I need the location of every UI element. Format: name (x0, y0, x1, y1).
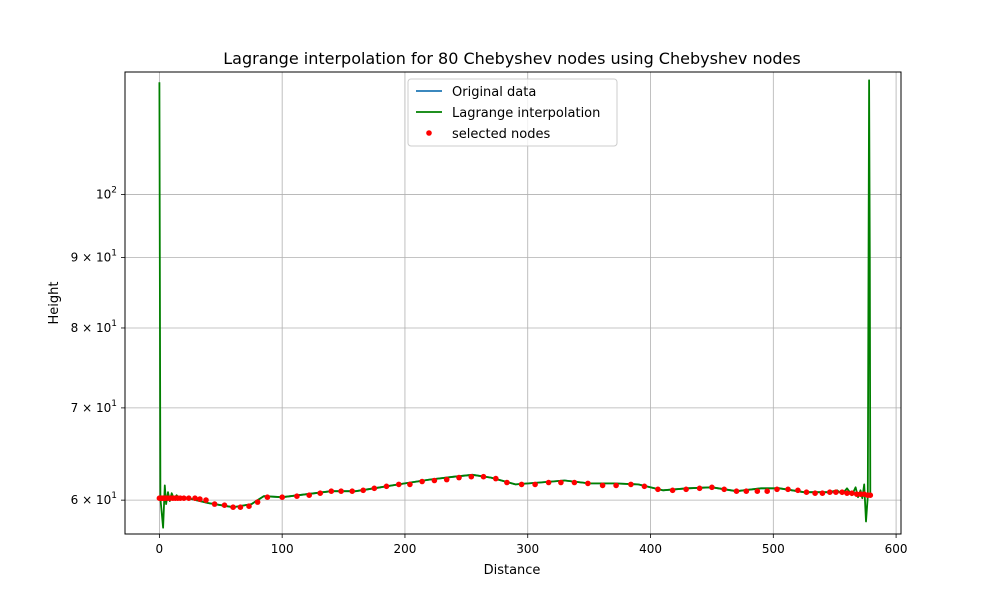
node-point (383, 483, 390, 490)
legend-label-interpolation: Lagrange interpolation (452, 106, 600, 121)
node-point (230, 504, 236, 511)
node-point (764, 488, 770, 495)
node-point (504, 479, 510, 486)
node-point (599, 482, 606, 489)
x-tick-label: 200 (393, 542, 416, 556)
node-point (785, 486, 791, 493)
node-point (518, 481, 525, 488)
node-point (221, 502, 228, 509)
node-point (211, 501, 218, 507)
node-point (571, 479, 578, 486)
legend-label-original: Original data (452, 85, 536, 100)
node-point (197, 496, 203, 502)
x-axis-ticks: 0 100 200 300 400 500 600 (156, 534, 908, 556)
node-point (186, 495, 192, 502)
node-point (819, 490, 826, 497)
node-point (306, 492, 313, 499)
node-point (419, 478, 425, 485)
y-tick-exponent: 1 (111, 248, 117, 258)
node-point (812, 490, 818, 497)
node-point (827, 489, 833, 496)
node-point (480, 473, 487, 480)
x-tick-label: 300 (516, 542, 539, 556)
node-point (795, 487, 801, 494)
node-point (181, 495, 187, 502)
node-point (360, 487, 367, 494)
x-tick-label: 600 (885, 542, 908, 556)
node-point (407, 481, 413, 488)
node-point (279, 494, 286, 501)
x-tick-label: 400 (639, 542, 662, 556)
chart-title: Lagrange interpolation for 80 Chebyshev … (223, 49, 800, 68)
node-point (849, 490, 855, 497)
y-tick-label: 7 × 101 (71, 399, 117, 415)
y-axis-label: Height (47, 282, 62, 325)
node-point (839, 489, 845, 496)
node-point (669, 487, 676, 494)
node-point (264, 494, 271, 501)
node-point (613, 482, 619, 489)
node-point (721, 486, 727, 493)
x-tick-label: 0 (156, 542, 164, 556)
node-point (328, 488, 335, 495)
node-point (585, 480, 591, 487)
grid-lines (125, 72, 901, 534)
node-point (456, 474, 462, 481)
node-point (493, 475, 499, 482)
node-point (545, 479, 552, 486)
node-point (246, 503, 252, 510)
node-point (733, 488, 740, 495)
node-point (683, 486, 689, 493)
node-point (203, 497, 209, 503)
legend-box (407, 78, 618, 147)
node-point (317, 490, 324, 497)
plot-frame (124, 71, 902, 535)
node-point (371, 485, 378, 492)
legend-label-nodes: selected nodes (452, 127, 550, 142)
y-tick-label: 6 × 101 (71, 491, 117, 507)
y-tick-label: 9 × 101 (71, 248, 117, 264)
node-point (743, 488, 750, 495)
y-tick-exponent: 2 (111, 185, 117, 195)
node-point (431, 477, 438, 484)
y-tick-label: 8 × 101 (71, 319, 117, 335)
node-point (396, 481, 402, 488)
legend-marker-nodes (426, 130, 432, 136)
x-tick-label: 500 (762, 542, 785, 556)
y-tick-exponent: 1 (111, 399, 117, 409)
node-point (844, 490, 850, 497)
node-point (754, 488, 761, 495)
x-tick-label: 100 (271, 542, 294, 556)
node-point (655, 486, 661, 493)
node-point (338, 488, 344, 495)
node-point (641, 483, 648, 490)
node-point (468, 473, 475, 480)
series-layer (156, 79, 874, 529)
y-tick-exponent: 1 (111, 491, 117, 501)
node-point (294, 493, 300, 500)
node-point (192, 495, 198, 502)
x-axis-label: Distance (484, 563, 541, 578)
node-point (254, 499, 261, 505)
node-point (443, 476, 450, 483)
node-point (696, 485, 703, 492)
legend: Original data Lagrange interpolation selec… (407, 78, 618, 147)
node-point (349, 488, 356, 495)
node-point (237, 504, 244, 511)
node-point (867, 492, 874, 499)
node-point (628, 481, 634, 488)
node-point (709, 484, 715, 491)
node-point (803, 489, 810, 496)
y-tick-exponent: 1 (111, 319, 117, 329)
node-point (558, 479, 564, 486)
node-point (833, 489, 839, 496)
node-point (532, 481, 538, 488)
node-point (774, 486, 780, 493)
